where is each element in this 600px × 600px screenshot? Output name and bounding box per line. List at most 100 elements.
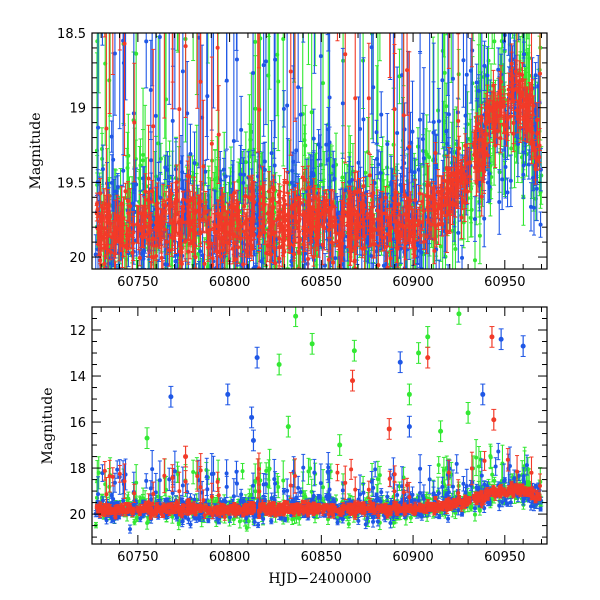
data-point-blue [180,274,184,339]
data-point-green [253,33,258,153]
data-point-blue [256,521,261,529]
data-point-green [346,519,351,529]
data-point-blue [418,454,423,484]
data-point-blue [356,279,360,324]
data-point-red [202,241,207,269]
data-point-red [483,495,488,501]
data-point-blue [446,514,451,523]
data-point-blue [281,90,286,128]
data-point-blue [269,288,273,320]
data-point-blue [261,33,266,137]
data-point-green [377,33,382,62]
data-point-red [391,505,396,510]
outlier-point-green [425,326,431,348]
data-point-red [372,507,377,513]
data-point-green [199,257,204,269]
outlier-point-blue [397,351,403,374]
outlier-point-red [183,445,189,468]
data-point-blue [272,147,277,184]
data-point-red [519,487,524,492]
data-point-blue [204,33,209,138]
data-point-blue [418,33,423,54]
data-point-blue [224,459,229,488]
data-point-blue [373,0,377,16]
y-tick-label: 18 [69,462,86,477]
bottom-axes: 60750 60800 60850 60900 60950 12 14 16 18 20 [69,306,547,565]
outlier-point-blue [250,429,256,452]
data-point-green [444,33,449,36]
x-tick-label: 60950 [484,275,525,290]
outlier-point-blue [498,328,504,351]
data-point-green [191,33,196,62]
bottom-panel: 60750 60800 60850 60900 60950 12 14 16 18 20 Magn… [40,306,548,587]
data-point-blue [448,0,452,18]
x-tick-label: 60850 [301,550,342,565]
data-point-blue [251,33,256,156]
data-point-red [528,486,533,492]
data-point-blue [234,33,239,142]
data-point-red [343,33,348,164]
data-point-red [102,33,107,38]
data-point-blue [525,0,529,4]
data-point-blue [365,250,370,269]
outlier-point-green [416,342,422,364]
data-point-blue [528,182,533,232]
outlier-point-red [491,408,497,431]
data-point-blue [110,279,114,305]
data-point-red [277,512,282,517]
data-point-red [117,464,122,483]
data-point-blue [188,520,193,529]
data-point-blue [301,33,306,43]
data-point-blue [296,33,301,163]
data-point-blue [110,517,115,523]
data-point-blue [331,150,336,182]
data-point-blue [141,166,146,191]
data-point-red [383,502,388,508]
data-point-blue [205,479,210,500]
data-point-blue [121,154,126,188]
data-point-blue [263,473,268,495]
data-point-blue [440,33,445,144]
data-point-blue [269,518,274,525]
data-point-red [264,511,269,516]
data-point-green [132,518,137,526]
data-point-red [371,501,376,507]
data-point-blue [385,113,390,176]
data-point-red [196,503,201,508]
data-point-red [461,499,466,504]
data-point-blue [194,263,199,269]
data-point-blue [279,271,283,295]
data-point-red [349,458,354,480]
data-point-blue [336,295,340,326]
data-point-blue [167,33,172,105]
outlier-point-green [438,420,444,443]
outlier-point-blue [480,383,486,406]
data-point-red [173,503,178,508]
data-point-blue [497,169,502,235]
data-point-blue [327,126,332,159]
data-point-green [177,276,181,358]
data-point-green [243,131,248,193]
data-point-green [510,33,515,39]
data-point-red [387,33,392,79]
x-tick-label: 60750 [117,550,158,565]
data-point-red [273,512,278,518]
data-point-red [335,463,340,482]
x-tick-label: 60900 [392,275,433,290]
data-point-blue [127,524,132,534]
data-point-blue [272,33,277,159]
data-point-red [408,508,413,513]
data-point-blue [325,33,330,36]
data-point-blue [115,0,119,24]
data-point-blue [167,467,172,492]
data-point-green [253,463,258,499]
data-point-red [161,514,166,519]
data-point-green [281,33,286,167]
data-point-green [133,292,137,327]
top-y-axis-label: Magnitude [28,112,44,189]
outlier-point-green [276,353,282,376]
data-point-red [265,505,270,510]
data-point-green [366,273,370,338]
data-point-blue [531,179,536,236]
data-point-blue [461,476,466,492]
